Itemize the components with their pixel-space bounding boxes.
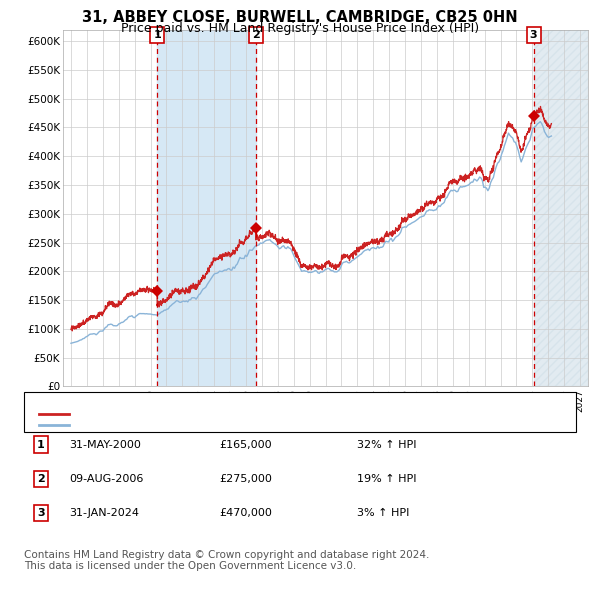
Text: £470,000: £470,000 bbox=[219, 508, 272, 518]
Bar bbox=[157, 30, 256, 386]
Text: HPI: Average price, detached house, East Cambridgeshire: HPI: Average price, detached house, East… bbox=[72, 420, 374, 430]
Text: 31, ABBEY CLOSE, BURWELL, CAMBRIDGE, CB25 0HN: 31, ABBEY CLOSE, BURWELL, CAMBRIDGE, CB2… bbox=[82, 10, 518, 25]
Bar bbox=[533, 30, 588, 386]
Text: Price paid vs. HM Land Registry's House Price Index (HPI): Price paid vs. HM Land Registry's House … bbox=[121, 22, 479, 35]
Text: Contains HM Land Registry data © Crown copyright and database right 2024.
This d: Contains HM Land Registry data © Crown c… bbox=[24, 550, 430, 572]
Text: £165,000: £165,000 bbox=[219, 440, 272, 450]
Text: 3: 3 bbox=[37, 508, 44, 518]
Text: 2: 2 bbox=[252, 30, 260, 40]
Text: £275,000: £275,000 bbox=[219, 474, 272, 484]
Text: 31-JAN-2024: 31-JAN-2024 bbox=[69, 508, 139, 518]
Text: 3% ↑ HPI: 3% ↑ HPI bbox=[357, 508, 409, 518]
Text: 31, ABBEY CLOSE, BURWELL, CAMBRIDGE, CB25 0HN (detached house): 31, ABBEY CLOSE, BURWELL, CAMBRIDGE, CB2… bbox=[72, 409, 444, 419]
Text: 1: 1 bbox=[154, 30, 161, 40]
Text: 31-MAY-2000: 31-MAY-2000 bbox=[69, 440, 141, 450]
Text: 1: 1 bbox=[37, 440, 44, 450]
Text: 32% ↑ HPI: 32% ↑ HPI bbox=[357, 440, 416, 450]
Text: 3: 3 bbox=[530, 30, 538, 40]
Text: 19% ↑ HPI: 19% ↑ HPI bbox=[357, 474, 416, 484]
Text: 2: 2 bbox=[37, 474, 44, 484]
Text: 09-AUG-2006: 09-AUG-2006 bbox=[69, 474, 143, 484]
